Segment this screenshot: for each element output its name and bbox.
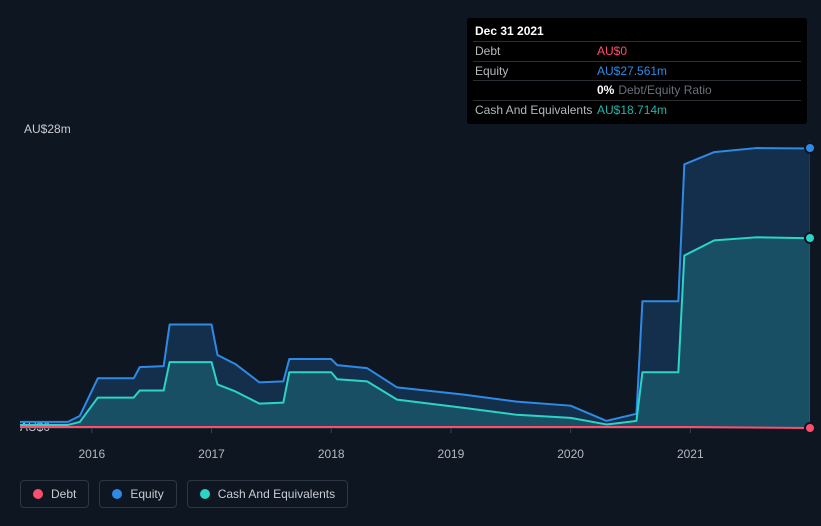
x-tick-label: 2017 xyxy=(198,447,225,461)
tooltip-value-ratio: 0% Debt/Equity Ratio xyxy=(597,82,712,99)
legend-item-cash[interactable]: Cash And Equivalents xyxy=(187,480,348,508)
tooltip-row-ratio: 0% Debt/Equity Ratio xyxy=(473,80,801,100)
x-tick-label: 2020 xyxy=(557,447,584,461)
legend: Debt Equity Cash And Equivalents xyxy=(20,480,348,508)
chart-container: Dec 31 2021 Debt AU$0 Equity AU$27.561m … xyxy=(0,0,821,526)
tooltip-value-debt: AU$0 xyxy=(597,43,627,60)
hover-tooltip: Dec 31 2021 Debt AU$0 Equity AU$27.561m … xyxy=(467,18,807,124)
tooltip-row-debt: Debt AU$0 xyxy=(473,41,801,61)
tooltip-date-row: Dec 31 2021 xyxy=(473,22,801,41)
chart-svg[interactable] xyxy=(20,140,810,438)
legend-swatch-cash xyxy=(200,489,210,499)
end-marker-equity xyxy=(804,142,816,154)
tooltip-label-cash: Cash And Equivalents xyxy=(475,102,597,119)
x-tick-label: 2018 xyxy=(318,447,345,461)
tooltip-value-cash: AU$18.714m xyxy=(597,102,667,119)
legend-item-debt[interactable]: Debt xyxy=(20,480,89,508)
tooltip-row-cash: Cash And Equivalents AU$18.714m xyxy=(473,100,801,120)
tooltip-date: Dec 31 2021 xyxy=(475,23,799,40)
x-tick-label: 2019 xyxy=(438,447,465,461)
legend-label-equity: Equity xyxy=(130,487,163,501)
legend-item-equity[interactable]: Equity xyxy=(99,480,176,508)
tooltip-label-equity: Equity xyxy=(475,63,597,80)
legend-swatch-equity xyxy=(112,489,122,499)
tooltip-ratio-pct: 0% xyxy=(597,83,614,97)
y-axis-max-label: AU$28m xyxy=(24,122,71,136)
tooltip-row-equity: Equity AU$27.561m xyxy=(473,61,801,81)
end-marker-debt xyxy=(804,422,816,434)
x-tick-label: 2021 xyxy=(677,447,704,461)
legend-label-cash: Cash And Equivalents xyxy=(218,487,335,501)
end-marker-cash xyxy=(804,232,816,244)
x-tick-label: 2016 xyxy=(78,447,105,461)
tooltip-label-ratio xyxy=(475,82,597,99)
legend-swatch-debt xyxy=(33,489,43,499)
tooltip-ratio-text: Debt/Equity Ratio xyxy=(618,83,711,97)
tooltip-value-equity: AU$27.561m xyxy=(597,63,667,80)
legend-label-debt: Debt xyxy=(51,487,76,501)
tooltip-label-debt: Debt xyxy=(475,43,597,60)
